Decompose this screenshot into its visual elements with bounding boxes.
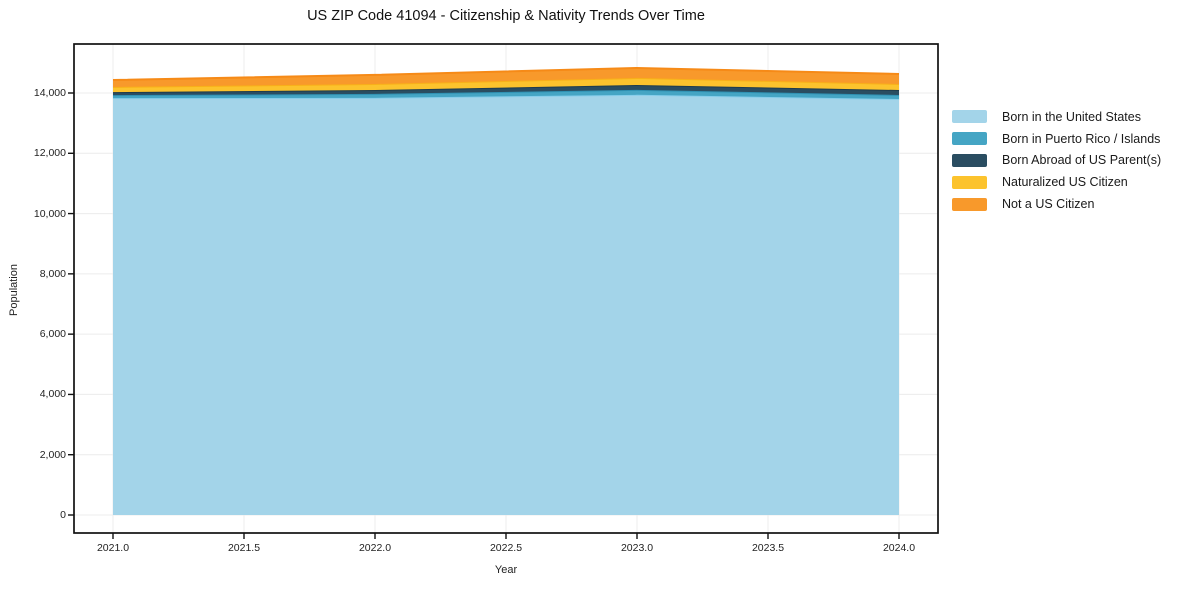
legend-swatch <box>952 197 987 211</box>
area-born-abroad-of-us-parent-s- <box>113 85 899 96</box>
edge-line <box>112 93 900 101</box>
area-naturalized-us-citizen <box>113 77 899 93</box>
x-tick-label: 2021.0 <box>96 542 130 554</box>
legend-item: Born in Puerto Rico / Islands <box>952 128 1161 150</box>
legend-swatch <box>952 110 987 124</box>
area-born-in-puerto-rico-islands <box>113 89 899 100</box>
legend-item: Born Abroad of US Parent(s) <box>952 150 1161 172</box>
x-tick-label: 2023.5 <box>751 542 785 554</box>
x-tick-label: 2024.0 <box>882 542 916 554</box>
edge-line <box>112 66 900 82</box>
legend-swatch <box>952 132 987 146</box>
y-tick-label: 12,000 <box>33 147 66 160</box>
y-tick-label: 14,000 <box>33 87 66 99</box>
legend-swatch <box>952 175 987 189</box>
x-tick-label: 2022.5 <box>489 542 523 554</box>
legend: Born in the United States Born in Puerto … <box>952 106 1161 215</box>
legend-item: Naturalized US Citizen <box>952 171 1161 193</box>
legend-label: Born in Puerto Rico / Islands <box>1002 131 1161 146</box>
legend-label: Born Abroad of US Parent(s) <box>1002 153 1162 168</box>
legend-item: Not a US Citizen <box>952 193 1161 215</box>
x-tick-label: 2022.0 <box>358 542 392 554</box>
y-tick-label: 2,000 <box>39 448 66 461</box>
legend-item: Born in the United States <box>952 106 1161 128</box>
y-tick-label: 10,000 <box>33 207 66 220</box>
legend-label: Born in the United States <box>1002 109 1141 124</box>
y-axis-label: Population <box>8 264 20 316</box>
chart-title: US ZIP Code 41094 - Citizenship & Nativi… <box>307 8 705 24</box>
legend-label: Not a US Citizen <box>1002 197 1095 212</box>
x-axis-label: Year <box>494 564 518 576</box>
x-tick-label: 2023.0 <box>620 542 654 554</box>
y-tick-label: 4,000 <box>39 388 66 401</box>
legend-swatch <box>952 153 987 167</box>
edge-line <box>112 88 900 97</box>
x-tick-label: 2021.5 <box>227 542 261 554</box>
area-not-a-us-citizen <box>113 67 899 87</box>
legend-label: Naturalized US Citizen <box>1002 175 1128 190</box>
y-tick-label: 6,000 <box>39 328 66 341</box>
y-tick-label: 8,000 <box>39 267 66 280</box>
area-born-in-the-united-states <box>113 94 899 516</box>
y-tick-label: 0 <box>60 509 66 521</box>
